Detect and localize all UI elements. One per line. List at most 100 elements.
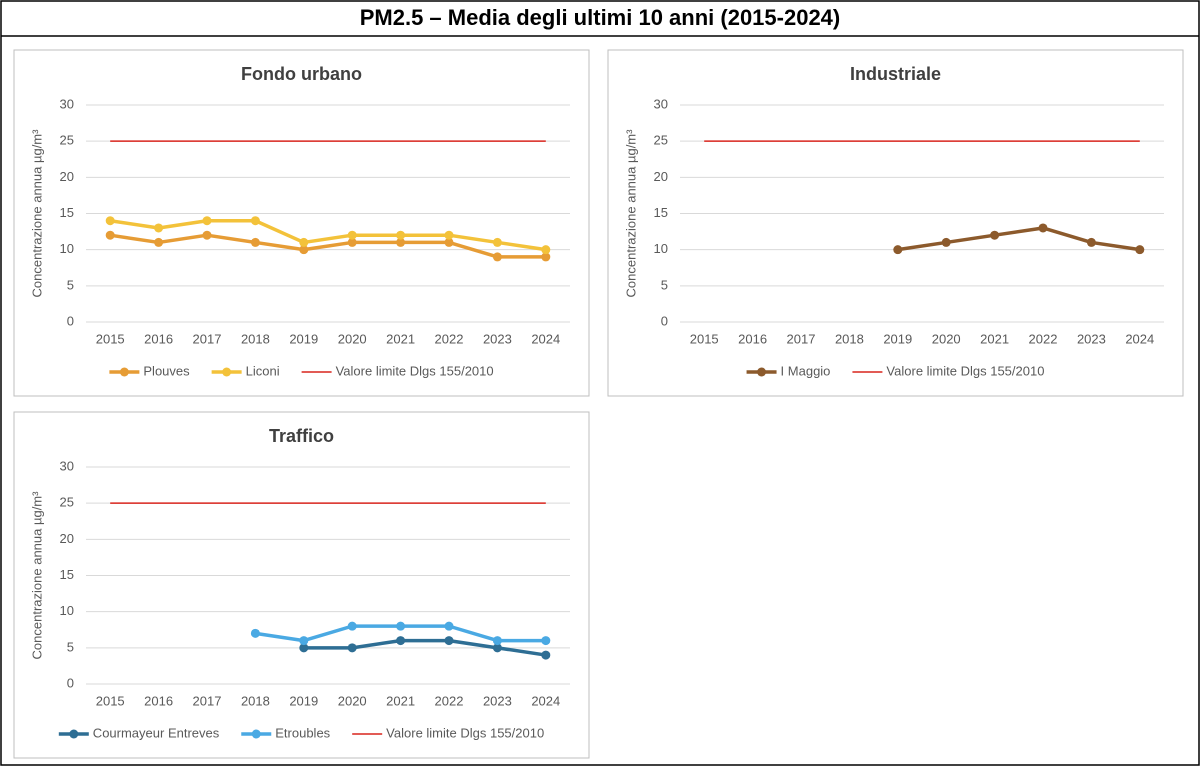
panel-border xyxy=(13,411,590,759)
legend-marker xyxy=(69,729,79,739)
y-tick-label: 0 xyxy=(67,313,74,328)
data-point xyxy=(154,223,164,233)
legend-label: Valore limite Dlgs 155/2010 xyxy=(386,725,544,740)
data-point xyxy=(541,252,551,262)
legend-marker xyxy=(222,367,232,377)
data-line xyxy=(109,218,547,252)
data-point xyxy=(347,643,357,653)
y-axis-label: Concentrazione annua µg/m³ xyxy=(29,129,44,298)
data-point xyxy=(347,237,357,247)
x-tick-label: 2015 xyxy=(690,331,719,346)
x-tick-label: 2021 xyxy=(386,331,415,346)
x-tick-label: 2024 xyxy=(531,693,560,708)
chart-panel: Industriale Concentrazione annua µg/m³ 0 5 1… xyxy=(607,49,1184,397)
data-point xyxy=(299,636,309,646)
chart-title: Traffico xyxy=(269,426,334,446)
y-tick-label: 5 xyxy=(661,277,668,292)
data-point xyxy=(492,643,502,653)
x-tick-label: 2021 xyxy=(980,331,1009,346)
y-tick-label: 30 xyxy=(60,96,74,111)
y-axis-label: Concentrazione annua µg/m³ xyxy=(29,491,44,660)
legend: Courmayeur Entreves Etroubles Valore limit… xyxy=(58,725,544,740)
legend-label: Courmayeur Entreves xyxy=(93,725,220,740)
page-title: PM2.5 – Media degli ultimi 10 anni (2015… xyxy=(360,5,841,30)
y-tick-label: 20 xyxy=(60,169,74,184)
x-tick-label: 2017 xyxy=(193,693,222,708)
legend-label: Valore limite Dlgs 155/2010 xyxy=(336,363,494,378)
x-tick-label: 2020 xyxy=(932,331,961,346)
data-point xyxy=(492,252,502,262)
data-point xyxy=(202,230,212,240)
data-point xyxy=(154,237,164,247)
data-point xyxy=(105,216,115,226)
x-tick-label: 2022 xyxy=(435,331,464,346)
x-tick-label: 2016 xyxy=(738,331,767,346)
legend-label: I Maggio xyxy=(781,363,831,378)
x-tick-label: 2022 xyxy=(1029,331,1058,346)
x-tick-label: 2018 xyxy=(835,331,864,346)
x-tick-label: 2017 xyxy=(193,331,222,346)
x-tick-label: 2015 xyxy=(96,693,125,708)
data-point xyxy=(105,230,115,240)
legend-marker xyxy=(251,729,261,739)
y-tick-label: 10 xyxy=(654,241,668,256)
data-point xyxy=(893,245,903,255)
legend-label: Plouves xyxy=(143,363,190,378)
data-point xyxy=(541,245,551,255)
data-point xyxy=(1135,245,1145,255)
data-point xyxy=(202,216,212,226)
data-point xyxy=(444,230,454,240)
chart-panel: Fondo urbano Concentrazione annua µg/m³ 0 5… xyxy=(13,49,590,397)
legend: Plouves Liconi Valore limite Dlgs 155/2010 xyxy=(109,363,494,378)
data-point xyxy=(396,621,406,631)
data-point xyxy=(444,636,454,646)
y-tick-label: 30 xyxy=(654,96,668,111)
data-point xyxy=(299,237,309,247)
x-tick-label: 2021 xyxy=(386,693,415,708)
x-tick-label: 2024 xyxy=(1125,331,1154,346)
legend-label: Etroubles xyxy=(275,725,330,740)
data-point xyxy=(990,230,1000,240)
data-point xyxy=(492,237,502,247)
data-point xyxy=(299,643,309,653)
x-tick-label: 2023 xyxy=(483,331,512,346)
chart-title: Fondo urbano xyxy=(241,64,362,84)
data-line xyxy=(109,233,546,259)
y-tick-label: 15 xyxy=(60,567,74,582)
y-tick-label: 5 xyxy=(67,277,74,292)
x-tick-label: 2018 xyxy=(241,693,270,708)
x-tick-label: 2023 xyxy=(483,693,512,708)
y-tick-label: 25 xyxy=(60,495,74,510)
x-tick-label: 2019 xyxy=(883,331,912,346)
data-point xyxy=(444,237,454,247)
y-tick-label: 25 xyxy=(60,133,74,148)
data-point xyxy=(250,216,260,226)
y-tick-label: 0 xyxy=(661,313,668,328)
y-tick-label: 25 xyxy=(654,133,668,148)
x-tick-label: 2019 xyxy=(289,693,318,708)
x-tick-label: 2015 xyxy=(96,331,125,346)
legend: I Maggio Valore limite Dlgs 155/2010 xyxy=(746,363,1044,378)
y-tick-label: 20 xyxy=(60,531,74,546)
chart-title: Industriale xyxy=(850,64,941,84)
data-line xyxy=(303,638,547,657)
x-tick-label: 2019 xyxy=(289,331,318,346)
y-tick-label: 20 xyxy=(654,169,668,184)
legend-label: Liconi xyxy=(246,363,280,378)
x-tick-label: 2016 xyxy=(144,331,173,346)
data-point xyxy=(1086,237,1096,247)
data-point xyxy=(541,650,551,660)
x-tick-label: 2022 xyxy=(435,693,464,708)
chart-panel: Traffico Concentrazione annua µg/m³ 0 5 10 15… xyxy=(13,411,590,759)
y-tick-label: 10 xyxy=(60,241,74,256)
data-point xyxy=(347,621,357,631)
data-point xyxy=(250,237,260,247)
data-point xyxy=(941,237,951,247)
y-tick-label: 10 xyxy=(60,603,74,618)
x-tick-label: 2020 xyxy=(338,331,367,346)
data-point xyxy=(250,628,260,638)
data-point xyxy=(541,636,551,646)
x-tick-label: 2023 xyxy=(1077,331,1106,346)
